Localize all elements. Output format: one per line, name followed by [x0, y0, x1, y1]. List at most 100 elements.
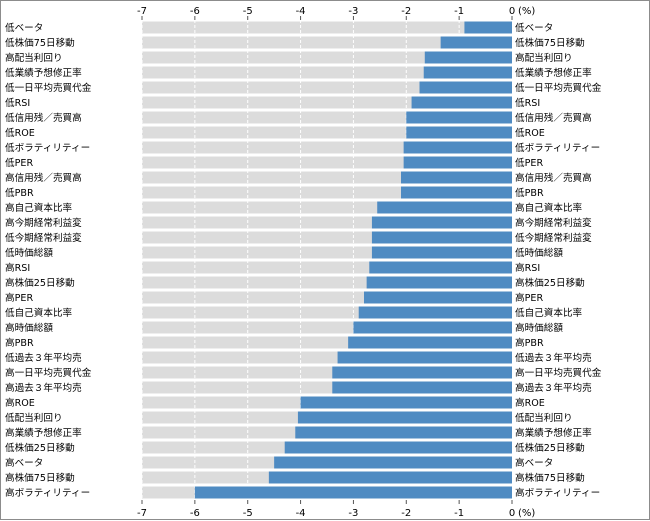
bar-track — [142, 21, 512, 34]
category-label-left: 低ベータ — [5, 22, 43, 34]
data-bar — [300, 396, 512, 409]
data-bar — [364, 291, 512, 304]
tick-label-top: -6 — [190, 6, 200, 17]
data-bar — [406, 126, 512, 139]
category-label-right: 高株価25日移動 — [515, 277, 585, 289]
tick-label-top: -2 — [401, 6, 411, 17]
bar-track — [142, 66, 512, 79]
category-label-left: 高一日平均売買代金 — [5, 367, 92, 379]
tick-label-top: -7 — [137, 6, 147, 17]
data-bar — [464, 21, 512, 34]
data-bar — [401, 171, 512, 184]
category-label-left: 高配当利回り — [5, 52, 63, 64]
data-bar — [194, 486, 512, 499]
bar-track — [142, 36, 512, 49]
data-bar — [411, 96, 512, 109]
tick-label-top: -4 — [296, 6, 306, 17]
category-label-left: 低自己資本比率 — [5, 307, 73, 319]
category-label-left: 低ROE — [5, 127, 35, 139]
data-bar — [371, 216, 512, 229]
category-label-right: 低自己資本比率 — [515, 307, 583, 319]
category-label-right: 低ROE — [515, 127, 545, 139]
category-label-left: 高PER — [5, 292, 33, 304]
category-label-left: 低過去３年平均売 — [5, 352, 82, 364]
category-label-right: 高ベータ — [515, 457, 553, 469]
category-label-left: 高過去３年平均売 — [5, 382, 82, 394]
category-label-left: 高株価75日移動 — [5, 472, 75, 484]
data-bar — [268, 471, 512, 484]
category-label-right: 高ROE — [515, 397, 545, 409]
category-label-right: 低ボラティリティー — [515, 142, 600, 154]
data-bar — [377, 201, 512, 214]
category-label-right: 高一日平均売買代金 — [515, 367, 602, 379]
data-bar — [353, 321, 512, 334]
category-label-left: 低RSI — [5, 97, 30, 109]
category-label-right: 高PBR — [515, 337, 544, 349]
tick-label-top: -1 — [454, 6, 464, 17]
category-label-right: 低一日平均売買代金 — [515, 82, 602, 94]
category-label-left: 高株価25日移動 — [5, 277, 75, 289]
data-bar — [295, 426, 512, 439]
data-bar — [366, 276, 512, 289]
data-bar — [440, 36, 512, 49]
category-label-right: 低信用残／売買高 — [515, 112, 592, 124]
category-label-left: 低時価総額 — [5, 247, 53, 259]
category-label-left: 高RSI — [5, 262, 30, 274]
category-label-right: 低配当利回り — [515, 412, 573, 424]
tick-label-top: 0 — [509, 6, 515, 17]
category-label-left: 高ROE — [5, 397, 35, 409]
data-bar — [423, 66, 512, 79]
category-label-right: 低時価総額 — [515, 247, 563, 259]
data-bar — [332, 381, 512, 394]
category-label-left: 低配当利回り — [5, 412, 63, 424]
tick-label-bottom: 0 — [509, 508, 515, 519]
data-bar — [284, 441, 512, 454]
tick-label-bottom: -4 — [296, 508, 306, 519]
tick-label-bottom: -3 — [348, 508, 358, 519]
data-bar — [297, 411, 512, 424]
category-label-right: 高信用残／売買高 — [515, 172, 592, 184]
category-label-right: 低PBR — [515, 187, 544, 199]
category-label-left: 高信用残／売買高 — [5, 172, 82, 184]
category-label-left: 高ボラティリティー — [5, 487, 90, 499]
category-label-right: 低株価75日移動 — [515, 37, 585, 49]
data-bar — [337, 351, 512, 364]
category-label-right: 高時価総額 — [515, 322, 563, 334]
category-label-left: 高自己資本比率 — [5, 202, 73, 214]
category-label-right: 高ボラティリティー — [515, 487, 600, 499]
category-label-right: 高株価75日移動 — [515, 472, 585, 484]
tick-label-bottom: -1 — [454, 508, 464, 519]
unit-label-bottom: (%) — [518, 508, 535, 519]
data-bar — [419, 81, 512, 94]
category-label-left: 高ベータ — [5, 457, 43, 469]
data-bar — [403, 156, 512, 169]
tick-label-bottom: -7 — [137, 508, 147, 519]
category-label-right: 高RSI — [515, 262, 540, 274]
category-label-right: 高自己資本比率 — [515, 202, 583, 214]
category-label-left: 低株価75日移動 — [5, 37, 75, 49]
category-label-right: 高業績予想修正率 — [515, 427, 592, 439]
category-label-left: 低業績予想修正率 — [5, 67, 82, 79]
category-label-left: 低PER — [5, 157, 33, 169]
data-bar — [371, 231, 512, 244]
data-bar — [424, 51, 512, 64]
bar-track — [142, 51, 512, 64]
category-label-left: 低今期経常利益変 — [5, 232, 82, 244]
category-label-right: 高配当利回り — [515, 52, 573, 64]
data-bar — [358, 306, 512, 319]
unit-label-top: (%) — [518, 6, 535, 17]
category-label-left: 高PBR — [5, 337, 34, 349]
category-label-right: 低今期経常利益変 — [515, 232, 592, 244]
category-label-right: 低業績予想修正率 — [515, 67, 592, 79]
category-label-right: 高PER — [515, 292, 543, 304]
category-label-left: 高今期経常利益変 — [5, 217, 82, 229]
category-label-left: 低PBR — [5, 187, 34, 199]
category-label-right: 高今期経常利益変 — [515, 217, 592, 229]
category-label-left: 低一日平均売買代金 — [5, 82, 92, 94]
data-bar — [371, 246, 512, 259]
category-label-right: 低ベータ — [515, 22, 553, 34]
tick-label-bottom: -5 — [243, 508, 253, 519]
data-bar — [348, 336, 512, 349]
category-label-left: 高業績予想修正率 — [5, 427, 82, 439]
